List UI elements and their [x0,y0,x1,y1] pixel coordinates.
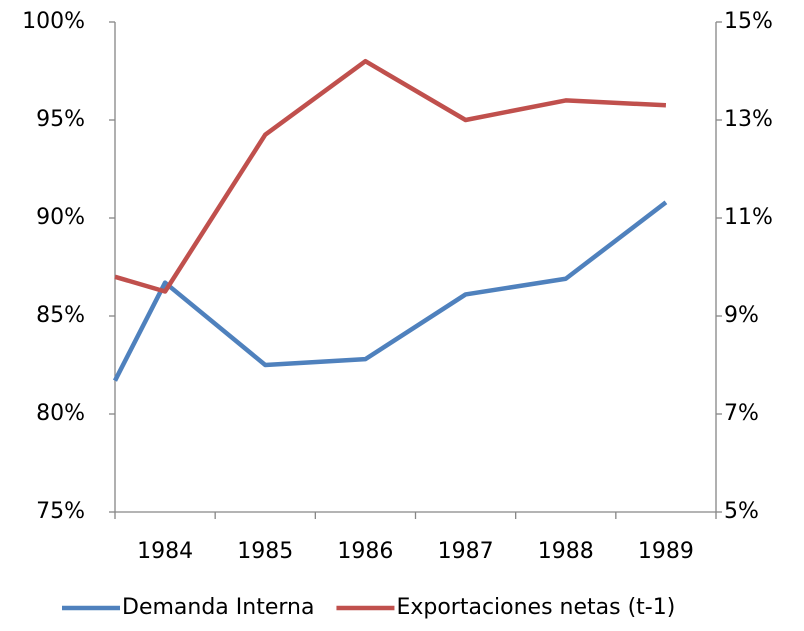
line-series [112,200,668,382]
x-tick-label: 1984 [137,539,193,564]
x-tick-label: 1985 [237,539,293,564]
y2-tick-label: 5% [724,499,759,524]
y-tick-label: 100% [22,9,85,34]
x-tick-label: 1989 [638,539,694,564]
legend-label: Exportaciones netas (t-1) [396,595,675,620]
y2-tick-label: 11% [724,205,773,230]
y2-tick-label: 7% [724,401,759,426]
y2-tick-label: 13% [724,107,773,132]
y-tick-label: 85% [36,303,85,328]
line-series [114,58,667,294]
x-tick-label: 1988 [538,539,594,564]
y-tick-label: 80% [36,401,85,426]
y-tick-label: 75% [36,499,85,524]
y2-tick-label: 9% [724,303,759,328]
y-tick-label: 95% [36,107,85,132]
x-tick-label: 1986 [337,539,393,564]
x-tick-label: 1987 [438,539,494,564]
legend-label: Demanda Interna [122,595,314,620]
y-tick-label: 90% [36,205,85,230]
y2-tick-label: 15% [724,9,773,34]
